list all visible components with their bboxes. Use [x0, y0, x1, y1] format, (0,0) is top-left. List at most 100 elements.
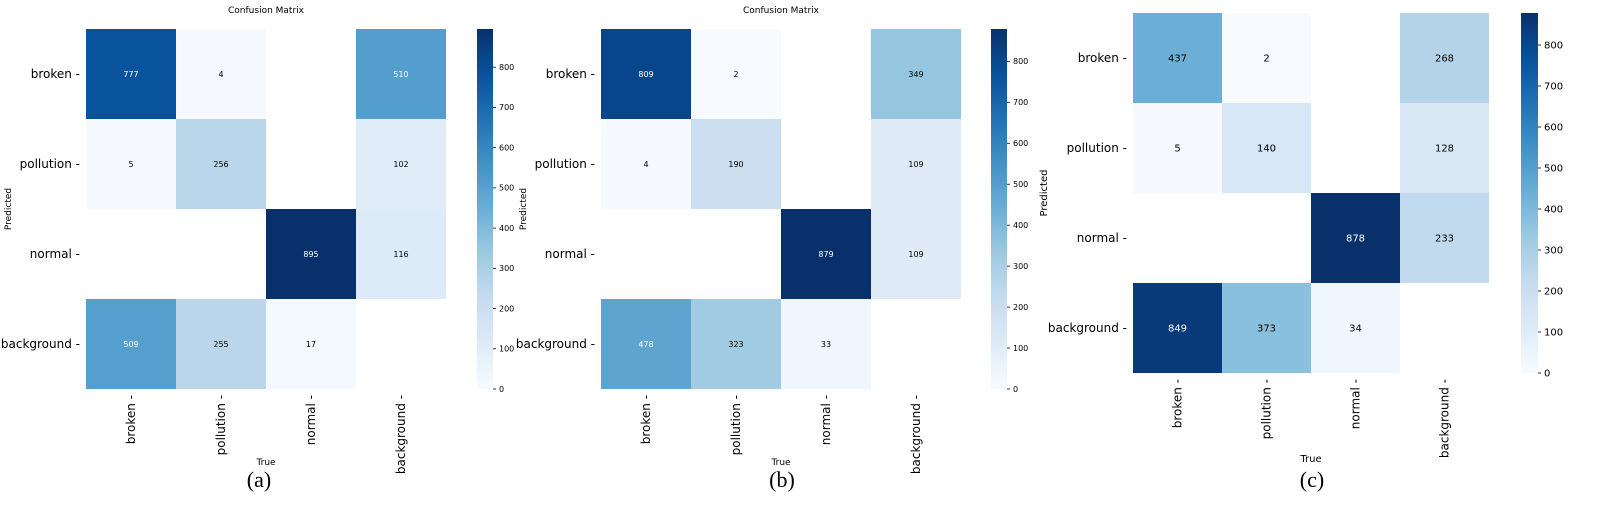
- heatmap-cell: [1400, 103, 1489, 193]
- heatmap-cell: [86, 29, 176, 119]
- cell-value-label: 5: [1174, 144, 1180, 155]
- colorbar-tick-label: 400: [499, 224, 514, 233]
- heatmap-cell: [1400, 13, 1489, 103]
- x-axis-label: True: [770, 458, 791, 468]
- y-tick-label: background -: [1, 337, 80, 351]
- heatmap-cell: [1133, 283, 1222, 373]
- x-tick-label: normal -: [819, 395, 833, 445]
- panel-caption: (c): [1300, 467, 1324, 492]
- x-tick-label: background -: [394, 395, 408, 474]
- cell-value-label: 17: [306, 340, 316, 349]
- cell-value-label: 879: [818, 250, 833, 259]
- y-tick-label: normal -: [30, 247, 80, 261]
- heatmap-cell: [601, 29, 691, 119]
- colorbar-tick-label: 200: [1013, 303, 1028, 312]
- heatmap-cell: [601, 299, 691, 389]
- heatmap-cell: [176, 209, 266, 299]
- cell-value-label: 323: [728, 340, 743, 349]
- colorbar-tick-label: 600: [1013, 139, 1028, 148]
- cell-value-label: 509: [123, 340, 138, 349]
- colorbar-tick-label: 600: [1544, 122, 1563, 133]
- cell-value-label: 102: [393, 160, 408, 169]
- heatmap-cell: [781, 119, 871, 209]
- colorbar-tick-label: 100: [1013, 344, 1028, 353]
- cell-value-label: 33: [821, 340, 831, 349]
- cell-value-label: 2: [733, 70, 738, 79]
- confusion-matrix-panel: 437 2 268 5 140 128 878 233 849 373 34 broken - poll…: [1039, 13, 1563, 492]
- colorbar-tick-label: 800: [1013, 57, 1028, 66]
- heatmap-cell: [871, 119, 961, 209]
- colorbar-tick-label: 0: [1544, 369, 1550, 380]
- colorbar-tick-label: 800: [1544, 40, 1563, 51]
- cell-value-label: 349: [908, 70, 923, 79]
- colorbar-tick-label: 600: [499, 143, 514, 152]
- heatmap-cell: [1400, 193, 1489, 283]
- y-tick-label: background -: [516, 337, 595, 351]
- cell-value-label: 255: [213, 340, 228, 349]
- colorbar-tick-label: 200: [1544, 286, 1563, 297]
- y-tick-label: pollution -: [20, 157, 80, 171]
- colorbar-tick-label: 500: [1013, 180, 1028, 189]
- cell-value-label: 190: [728, 160, 743, 169]
- colorbar-tick-label: 300: [499, 264, 514, 273]
- heatmap-cell: [356, 29, 446, 119]
- chart-title: Confusion Matrix: [228, 6, 305, 16]
- x-tick-label: pollution -: [729, 395, 743, 455]
- x-tick-label: background -: [1438, 379, 1452, 458]
- colorbar: [1521, 13, 1538, 373]
- y-tick-label: broken -: [31, 67, 80, 81]
- x-axis-label: True: [1299, 454, 1321, 465]
- cell-value-label: 437: [1168, 54, 1187, 65]
- colorbar-tick-label: 400: [1544, 204, 1563, 215]
- x-tick-label: broken -: [124, 395, 138, 444]
- heatmap-cell: [176, 119, 266, 209]
- heatmap-cell: [266, 209, 356, 299]
- cell-value-label: 233: [1435, 234, 1454, 245]
- y-tick-label: broken -: [546, 67, 595, 81]
- heatmap-cell: [1311, 283, 1400, 373]
- colorbar-tick-label: 0: [1013, 385, 1018, 394]
- heatmap-cell: [691, 119, 781, 209]
- panel-caption: (a): [247, 467, 271, 492]
- cell-value-label: 109: [908, 160, 923, 169]
- cell-value-label: 510: [393, 70, 408, 79]
- heatmap-cell: [1133, 13, 1222, 103]
- heatmap-cell: [1222, 283, 1311, 373]
- colorbar-tick-label: 100: [499, 345, 514, 354]
- colorbar-tick-label: 300: [1013, 262, 1028, 271]
- y-tick-label: background -: [1048, 321, 1127, 335]
- confusion-matrix-panel: Confusion Matrix 777 4 510 5 256 102 895 116 509 2…: [1, 6, 514, 492]
- heatmap-cell: [1311, 103, 1400, 193]
- heatmap-cell: [176, 29, 266, 119]
- y-axis-label: Predicted: [4, 188, 14, 230]
- y-axis-label: Predicted: [519, 188, 529, 230]
- colorbar-tick-label: 500: [499, 184, 514, 193]
- heatmap-cell: [266, 299, 356, 389]
- heatmap-cell: [1222, 103, 1311, 193]
- x-tick-label: normal -: [1349, 379, 1363, 429]
- cell-value-label: 2: [1263, 54, 1269, 65]
- y-tick-label: normal -: [545, 247, 595, 261]
- confusion-matrix-panel: Confusion Matrix 809 2 349 4 190 109 879 109 478 3…: [516, 6, 1028, 492]
- cell-value-label: 878: [1346, 234, 1365, 245]
- cell-value-label: 4: [643, 160, 648, 169]
- heatmap-cell: [601, 119, 691, 209]
- heatmap-cell: [86, 119, 176, 209]
- cell-value-label: 109: [908, 250, 923, 259]
- panel-caption: (b): [769, 467, 795, 492]
- x-tick-label: pollution -: [1260, 379, 1274, 439]
- y-axis-label: Predicted: [1039, 170, 1050, 217]
- heatmap-cell: [356, 299, 446, 389]
- colorbar: [991, 29, 1007, 389]
- colorbar-tick-label: 700: [499, 103, 514, 112]
- colorbar-tick-label: 700: [1544, 81, 1563, 92]
- y-tick-label: broken -: [1078, 51, 1127, 65]
- x-tick-label: broken -: [1171, 379, 1185, 428]
- x-tick-label: broken -: [639, 395, 653, 444]
- y-tick-label: normal -: [1077, 231, 1127, 245]
- cell-value-label: 809: [638, 70, 653, 79]
- cell-value-label: 478: [638, 340, 653, 349]
- colorbar-tick-label: 200: [499, 304, 514, 313]
- cell-value-label: 4: [218, 70, 223, 79]
